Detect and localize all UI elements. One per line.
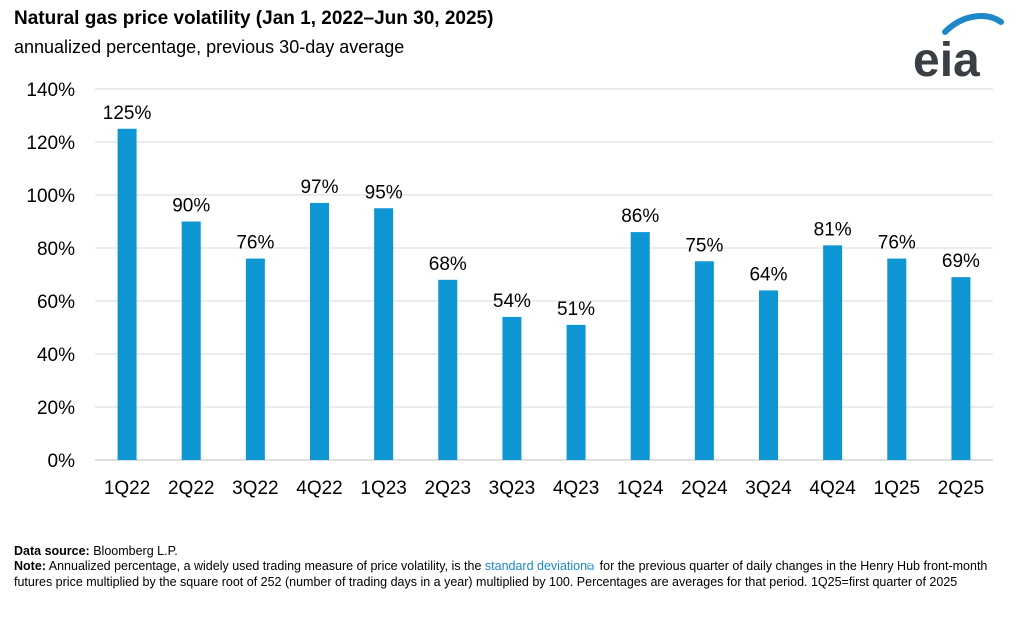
x-tick-label: 1Q23 xyxy=(360,478,406,499)
x-tick-label: 4Q24 xyxy=(809,478,856,499)
x-tick-label: 3Q24 xyxy=(745,478,792,499)
bar xyxy=(694,261,714,460)
bar xyxy=(630,232,650,460)
y-tick-label: 120% xyxy=(26,133,75,154)
data-label: 69% xyxy=(942,251,980,272)
data-label: 76% xyxy=(236,233,274,254)
data-label: 97% xyxy=(300,177,338,198)
bar xyxy=(823,245,843,460)
source-label: Data source: xyxy=(14,544,90,558)
data-label: 125% xyxy=(103,103,152,124)
note-line: Note: Annualized percentage, a widely us… xyxy=(14,559,1014,590)
external-link-icon: ⧉ xyxy=(587,562,595,573)
bars xyxy=(117,128,971,460)
bar xyxy=(181,221,201,460)
data-label: 95% xyxy=(365,182,403,203)
y-tick-label: 0% xyxy=(48,451,76,472)
x-axis-ticks: 1Q22 2Q22 3Q22 4Q22 1Q23 2Q23 3Q23 4Q23 1Q24 2Q24… xyxy=(104,478,984,499)
x-tick-label: 1Q22 xyxy=(104,478,150,499)
note-text-before: Annualized percentage, a widely used tra… xyxy=(48,559,482,573)
x-tick-label: 3Q23 xyxy=(489,478,535,499)
footnote: Data source: Bloomberg L.P. Note: Annual… xyxy=(14,544,1014,590)
x-tick-label: 3Q22 xyxy=(232,478,278,499)
gridlines xyxy=(95,88,993,461)
bar xyxy=(759,290,778,460)
chart-title: Natural gas price volatility (Jan 1, 202… xyxy=(14,8,494,29)
note-text-after: for the previous quarter of daily change… xyxy=(14,559,988,589)
x-tick-label: 4Q23 xyxy=(553,478,599,499)
data-labels: 125% 90% 76% 97% 95% 68% 54% 51% 86% 75% 64% 81% 76%… xyxy=(103,103,980,320)
note-label: Note: xyxy=(14,559,46,573)
bar xyxy=(117,128,137,460)
x-tick-label: 2Q23 xyxy=(425,478,471,499)
bar xyxy=(245,258,265,460)
data-label: 76% xyxy=(878,233,916,254)
source-text: Bloomberg L.P. xyxy=(93,544,178,558)
source-line: Data source: Bloomberg L.P. xyxy=(14,544,1014,559)
bar xyxy=(310,202,329,460)
bar xyxy=(438,279,458,460)
data-label: 64% xyxy=(749,264,787,285)
bar xyxy=(502,316,522,460)
x-tick-label: 4Q22 xyxy=(296,478,342,499)
standard-deviation-link[interactable]: standard deviation xyxy=(484,559,588,573)
y-tick-label: 140% xyxy=(26,80,75,101)
logo-swoosh-icon xyxy=(942,13,1004,35)
bar-chart: 0% 20% 40% 60% 80% 100% 120% 140% 125% 90% 76% 97%… xyxy=(26,80,993,499)
eia-logo: eia xyxy=(913,13,1004,84)
y-tick-label: 20% xyxy=(37,398,75,419)
y-axis-ticks: 0% 20% 40% 60% 80% 100% 120% 140% xyxy=(26,80,75,472)
x-tick-label: 2Q22 xyxy=(168,478,214,499)
bar xyxy=(887,258,907,460)
logo-text: eia xyxy=(913,34,980,84)
x-tick-label: 2Q24 xyxy=(681,478,728,499)
x-tick-label: 1Q25 xyxy=(874,478,920,499)
x-tick-label: 2Q25 xyxy=(938,478,984,499)
data-label: 75% xyxy=(685,235,723,256)
data-label: 51% xyxy=(557,299,595,320)
y-tick-label: 40% xyxy=(37,345,75,366)
data-label: 86% xyxy=(621,206,659,227)
data-label: 68% xyxy=(429,254,467,275)
data-label: 54% xyxy=(493,291,531,312)
bar xyxy=(374,208,394,460)
y-tick-label: 80% xyxy=(37,239,75,260)
data-label: 81% xyxy=(814,219,852,240)
y-tick-label: 100% xyxy=(26,186,75,207)
x-tick-label: 1Q24 xyxy=(617,478,664,499)
chart-subtitle: annualized percentage, previous 30-day a… xyxy=(14,37,405,57)
data-label: 90% xyxy=(172,196,210,217)
bar xyxy=(951,277,971,460)
y-tick-label: 60% xyxy=(37,292,75,313)
bar xyxy=(566,324,586,460)
